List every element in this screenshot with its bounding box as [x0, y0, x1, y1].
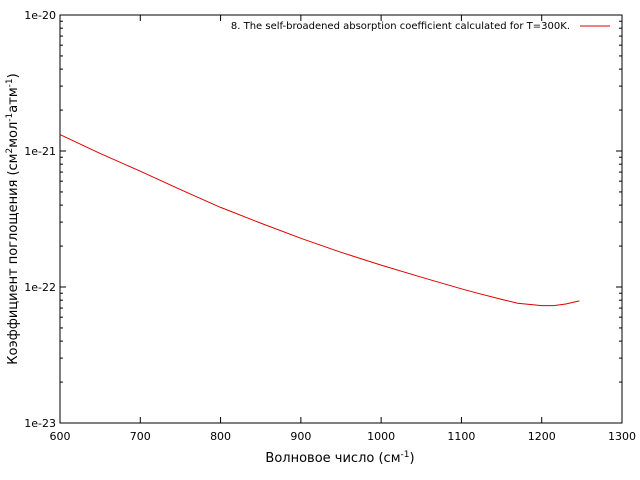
x-tick-label: 1100 — [447, 430, 475, 443]
y-tick-label: 1e-22 — [24, 281, 56, 294]
series-layer — [59, 134, 580, 307]
legend: 8. The self-broadened absorption coeffic… — [231, 21, 610, 32]
x-tick-label: 1300 — [608, 430, 636, 443]
x-axis-ticks: 600 700 800 900 1000 1100 1200 1300 — [50, 15, 636, 443]
x-tick-label: 900 — [290, 430, 311, 443]
plot-frame — [59, 14, 623, 424]
x-tick-label: 700 — [130, 430, 151, 443]
y-axis-ticks: 1e-20 1e-21 1e-22 1e-23 — [24, 9, 622, 430]
series-line — [59, 134, 580, 307]
y-tick-label: 1e-23 — [24, 417, 56, 430]
x-tick-label: 600 — [50, 430, 71, 443]
x-tick-label: 1000 — [367, 430, 395, 443]
y-axis-label: Коэффициент поглощения (см2мол-1атм-1) — [5, 73, 21, 364]
y-tick-label: 1e-21 — [24, 145, 56, 158]
x-tick-label: 1200 — [528, 430, 556, 443]
x-axis-label: Волновое число (см-1) — [265, 450, 414, 466]
x-tick-label: 800 — [210, 430, 231, 443]
y-tick-label: 1e-20 — [24, 9, 56, 22]
legend-label: 8. The self-broadened absorption coeffic… — [231, 21, 570, 32]
